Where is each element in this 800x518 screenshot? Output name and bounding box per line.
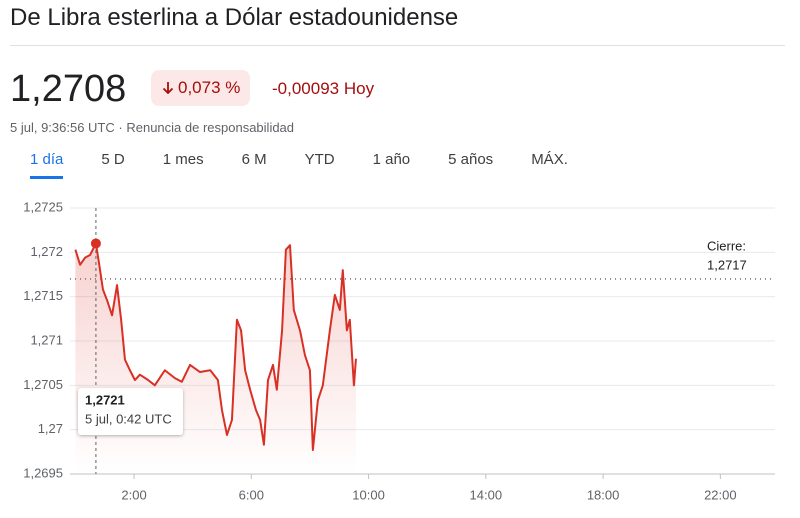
timestamp: 5 jul, 9:36:56 UTC [10,120,115,135]
change-value: -0,00093 [272,79,340,98]
tooltip-value: 1,2721 [85,392,125,407]
range-tabs: 1 día 5 D 1 mes 6 M YTD 1 año 5 años MÁX. [30,151,568,179]
range-tab[interactable]: 5 años [448,151,494,168]
timestamp-row: 5 jul, 9:36:56 UTC · Renuncia de respons… [10,120,295,135]
range-tab[interactable]: 1 año [372,151,411,168]
previous-close-value: 1,2717 [707,257,747,272]
change-percent: 0,073 % [178,78,241,97]
tooltip-time: 5 jul, 0:42 UTC [85,411,172,426]
y-tick-label: 1,2725 [23,199,63,214]
divider [10,45,785,46]
range-tab[interactable]: 1 día [30,151,64,179]
range-tab[interactable]: YTD [304,151,335,168]
x-tick-label: 10:00 [352,487,385,502]
y-tick-label: 1,271 [30,332,63,347]
change-badge: 0,073 % [151,70,251,106]
period: Hoy [343,79,375,98]
range-tab[interactable]: 5 D [101,151,125,168]
title: De Libra esterlina a Dólar estadounidens… [10,4,459,31]
x-tick-label: 22:00 [704,487,737,502]
range-tab[interactable]: MÁX. [531,151,568,168]
disclaimer[interactable]: Renuncia de responsabilidad [126,120,295,135]
range-tab[interactable]: 1 mes [162,151,204,168]
x-tick-label: 18:00 [587,487,620,502]
y-tick-label: 1,272 [30,244,63,259]
y-tick-label: 1,2695 [23,465,63,480]
range-tab[interactable]: 6 M [241,151,267,168]
down-arrow [162,82,174,95]
x-tick-label: 14:00 [470,487,503,502]
x-tick-label: 6:00 [239,487,264,502]
previous-close-label: Cierre: [707,238,746,253]
x-tick-label: 2:00 [121,487,146,502]
tooltip-box [78,388,183,435]
price: 1,2708 [10,68,127,110]
hover-dot [90,238,101,249]
y-tick-label: 1,2705 [23,377,63,392]
change: -0,00093 Hoy [272,79,374,99]
price-line [74,242,357,452]
y-tick-label: 1,27 [38,421,63,436]
y-tick-label: 1,2715 [23,288,63,303]
